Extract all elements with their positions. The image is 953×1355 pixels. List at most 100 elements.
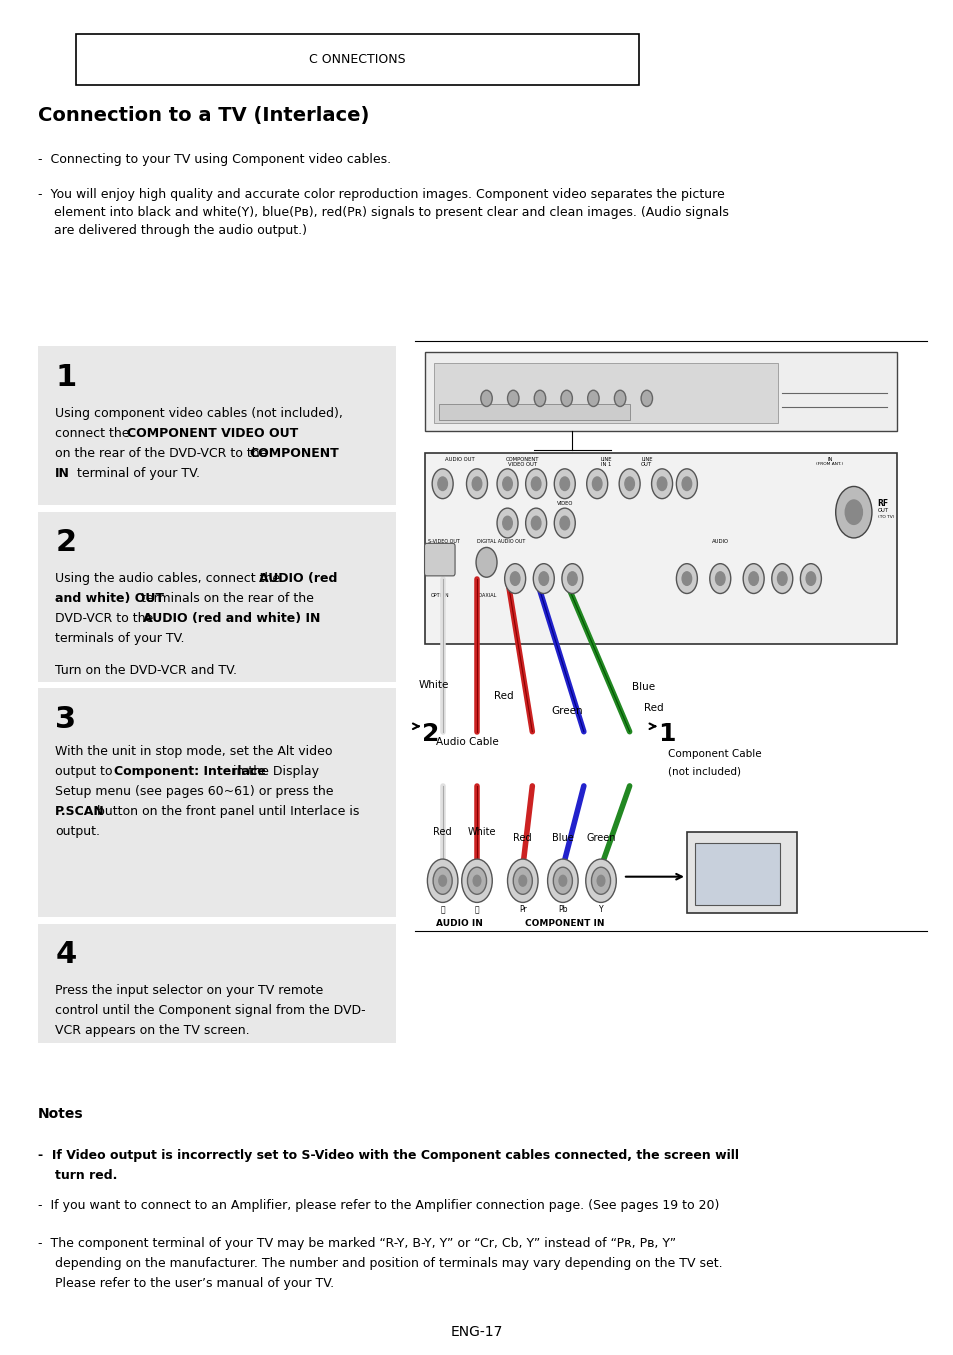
Circle shape [476, 547, 497, 577]
Text: Y: Y [598, 905, 602, 915]
Text: LINE: LINE [599, 457, 611, 462]
Text: (TO TV): (TO TV) [877, 515, 893, 519]
Text: Ⓛ: Ⓛ [475, 905, 478, 915]
Text: VCR appears on the TV screen.: VCR appears on the TV screen. [55, 1024, 250, 1037]
Circle shape [427, 859, 457, 902]
Text: in the Display: in the Display [229, 766, 318, 778]
Circle shape [800, 564, 821, 593]
FancyBboxPatch shape [424, 543, 455, 576]
Circle shape [531, 477, 540, 491]
Text: (FROM ANT.): (FROM ANT.) [816, 462, 842, 466]
Circle shape [676, 469, 697, 499]
Circle shape [587, 390, 598, 406]
Text: Component: Interlace: Component: Interlace [113, 766, 265, 778]
Circle shape [437, 477, 447, 491]
Circle shape [432, 469, 453, 499]
Text: Red: Red [433, 827, 452, 836]
Text: Green: Green [586, 833, 615, 843]
Text: OPTION: OPTION [430, 593, 449, 599]
Circle shape [507, 859, 537, 902]
Circle shape [438, 875, 446, 886]
Circle shape [534, 390, 545, 406]
Text: VIDEO OUT: VIDEO OUT [508, 462, 537, 467]
Circle shape [513, 867, 532, 894]
Text: (not included): (not included) [667, 767, 740, 776]
Text: P.SCAN: P.SCAN [55, 805, 105, 818]
Circle shape [676, 564, 697, 593]
Circle shape [715, 572, 724, 585]
Text: White: White [467, 827, 496, 836]
Circle shape [586, 469, 607, 499]
Text: Setup menu (see pages 60~61) or press the: Setup menu (see pages 60~61) or press th… [55, 786, 334, 798]
Circle shape [559, 477, 569, 491]
Text: Audio Cable: Audio Cable [436, 737, 498, 747]
Text: DVD-VCR to the: DVD-VCR to the [55, 612, 157, 625]
Text: terminals on the rear of the: terminals on the rear of the [137, 592, 314, 604]
Circle shape [640, 390, 652, 406]
Text: IN: IN [826, 457, 832, 462]
Text: Pb: Pb [558, 905, 567, 915]
Text: terminal of your TV.: terminal of your TV. [72, 466, 199, 480]
Text: With the unit in stop mode, set the Alt video: With the unit in stop mode, set the Alt … [55, 745, 333, 759]
Text: COMPONENT VIDEO OUT: COMPONENT VIDEO OUT [127, 427, 298, 439]
Circle shape [504, 564, 525, 593]
Text: Red: Red [643, 703, 663, 713]
Circle shape [497, 469, 517, 499]
Circle shape [554, 508, 575, 538]
Text: terminals of your TV.: terminals of your TV. [55, 631, 185, 645]
Circle shape [531, 516, 540, 530]
Text: VIDEO: VIDEO [556, 501, 573, 507]
Circle shape [502, 516, 512, 530]
Circle shape [567, 572, 577, 585]
Text: Press the input selector on your TV remote: Press the input selector on your TV remo… [55, 984, 323, 997]
Text: Red: Red [494, 691, 513, 701]
FancyBboxPatch shape [694, 843, 780, 905]
Text: -  You will enjoy high quality and accurate color reproduction images. Component: - You will enjoy high quality and accura… [38, 188, 728, 237]
Text: control until the Component signal from the DVD-: control until the Component signal from … [55, 1004, 366, 1016]
Circle shape [657, 477, 666, 491]
Circle shape [681, 572, 691, 585]
Text: 4: 4 [55, 940, 76, 969]
Circle shape [844, 500, 862, 524]
Text: Turn on the DVD-VCR and TV.: Turn on the DVD-VCR and TV. [55, 664, 237, 678]
FancyBboxPatch shape [76, 34, 639, 85]
Text: Blue: Blue [631, 682, 654, 691]
Text: Blue: Blue [552, 833, 573, 843]
Text: Using component video cables (not included),: Using component video cables (not includ… [55, 406, 343, 420]
Text: S-VIDEO OUT: S-VIDEO OUT [428, 539, 459, 545]
Circle shape [742, 564, 763, 593]
Circle shape [748, 572, 758, 585]
Text: IN 1: IN 1 [600, 462, 610, 467]
Circle shape [624, 477, 634, 491]
Circle shape [507, 390, 518, 406]
Text: turn red.: turn red. [55, 1169, 117, 1182]
Circle shape [502, 477, 512, 491]
Circle shape [480, 390, 492, 406]
Circle shape [433, 867, 452, 894]
Circle shape [709, 564, 730, 593]
Circle shape [618, 469, 639, 499]
Circle shape [681, 477, 691, 491]
Circle shape [553, 867, 572, 894]
Circle shape [597, 875, 604, 886]
Text: RF: RF [877, 499, 888, 508]
Circle shape [461, 859, 492, 902]
Text: Please refer to the user’s manual of your TV.: Please refer to the user’s manual of you… [55, 1278, 335, 1290]
Circle shape [585, 859, 616, 902]
Text: -  If Video output is incorrectly set to S-Video with the Component cables conne: - If Video output is incorrectly set to … [38, 1149, 739, 1163]
Text: OUT: OUT [877, 508, 888, 514]
Circle shape [472, 477, 481, 491]
Circle shape [560, 390, 572, 406]
FancyBboxPatch shape [424, 352, 896, 431]
Circle shape [558, 875, 566, 886]
FancyBboxPatch shape [424, 453, 896, 644]
Circle shape [497, 508, 517, 538]
Text: output.: output. [55, 825, 100, 839]
Text: TV: TV [728, 866, 745, 879]
Circle shape [835, 486, 871, 538]
FancyBboxPatch shape [38, 924, 395, 1043]
Text: depending on the manufacturer. The number and position of terminals may vary dep: depending on the manufacturer. The numbe… [55, 1257, 722, 1271]
Text: on the rear of the DVD-VCR to the: on the rear of the DVD-VCR to the [55, 447, 272, 459]
Text: -  Connecting to your TV using Component video cables.: - Connecting to your TV using Component … [38, 153, 391, 167]
Text: Component Cable: Component Cable [667, 749, 760, 759]
